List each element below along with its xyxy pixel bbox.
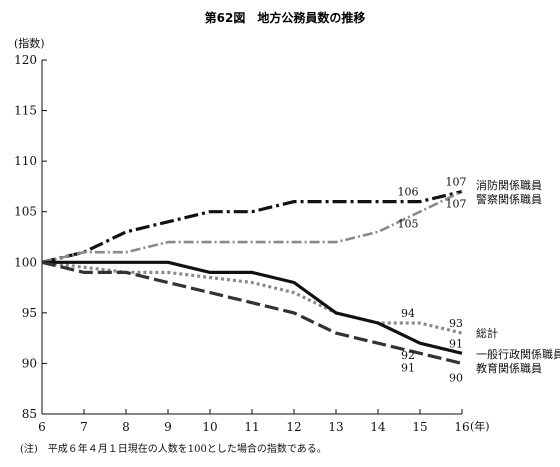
series-label-1: 消防関係職員 bbox=[476, 178, 542, 192]
chart-title: 第62図 地方公務員数の推移 bbox=[205, 10, 366, 25]
x-tick-label: 7 bbox=[80, 420, 88, 434]
y-tick-label: 100 bbox=[14, 255, 37, 269]
x-tick-label: 8 bbox=[122, 420, 130, 434]
y-tick-label: 110 bbox=[14, 154, 37, 168]
y-tick-label: 85 bbox=[22, 407, 37, 421]
x-tick-label: 11 bbox=[244, 420, 259, 434]
data-label: 91 bbox=[449, 337, 463, 350]
series-label-5: 教育関係職員 bbox=[476, 361, 542, 375]
axes: 85 90 95 100 105 110 115 120 6 7 8 9 10 11 12 13 14 15 16 bbox=[14, 53, 470, 434]
series-label-3: 総計 bbox=[476, 326, 498, 340]
x-tick-label: 9 bbox=[164, 420, 172, 434]
y-tick-label: 90 bbox=[22, 356, 37, 370]
data-label: 90 bbox=[449, 371, 463, 384]
x-tick-label: 15 bbox=[412, 420, 427, 434]
series-line-4 bbox=[42, 260, 463, 355]
x-tick-label: 6 bbox=[38, 420, 46, 434]
chart-footnote: (注) 平成６年４月１日現在の人数を100とした場合の指数である。 bbox=[20, 442, 327, 455]
series-line-1 bbox=[41, 189, 463, 264]
data-label: 107 bbox=[446, 197, 467, 210]
data-label: 107 bbox=[446, 175, 467, 188]
y-tick-label: 105 bbox=[14, 205, 37, 219]
series-label-2: 警察関係職員 bbox=[476, 192, 542, 206]
x-tick-label: 16 bbox=[454, 420, 469, 434]
data-label: 93 bbox=[449, 317, 463, 330]
data-label: 92 bbox=[401, 349, 415, 362]
y-tick-label: 115 bbox=[14, 104, 37, 118]
y-tick-label: 95 bbox=[22, 306, 37, 320]
x-tick-label: 12 bbox=[286, 420, 301, 434]
series-label-4: 一般行政関係職員 bbox=[476, 347, 560, 361]
y-axis-unit-label: (指数) bbox=[14, 36, 45, 50]
data-label: 105 bbox=[398, 218, 419, 231]
y-tick-label: 120 bbox=[14, 53, 37, 67]
series-line-3 bbox=[41, 260, 463, 335]
series-line-2 bbox=[41, 190, 463, 264]
x-tick-label: 13 bbox=[328, 420, 343, 434]
x-axis-unit-label: (年) bbox=[470, 419, 490, 433]
data-label: 91 bbox=[401, 361, 415, 374]
series-line-5 bbox=[41, 260, 463, 365]
x-tick-label: 14 bbox=[370, 420, 386, 434]
data-label: 94 bbox=[401, 307, 415, 320]
x-tick-label: 10 bbox=[202, 420, 217, 434]
series-layer bbox=[41, 189, 463, 365]
data-label: 106 bbox=[398, 186, 419, 199]
